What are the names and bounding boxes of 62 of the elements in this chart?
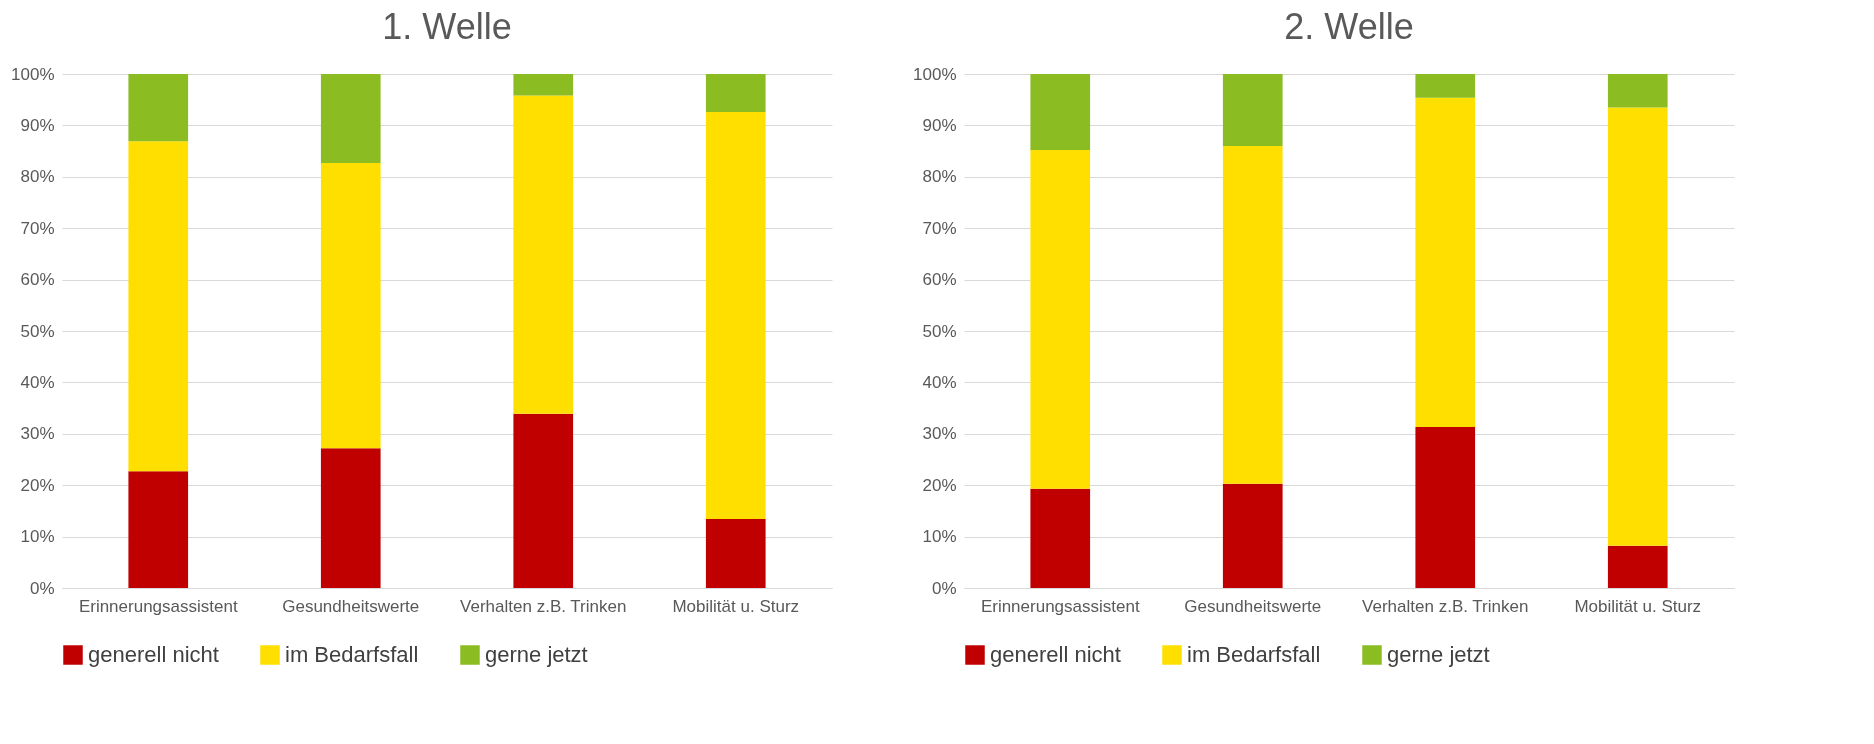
bar [128, 141, 189, 472]
bar [1222, 74, 1283, 146]
bar [1607, 545, 1668, 588]
y-tick-label: 40% [20, 372, 55, 392]
bar [1607, 107, 1668, 546]
bar [1222, 483, 1283, 588]
y-tick-label: 10% [20, 527, 55, 547]
y-tick-label: 50% [20, 321, 55, 341]
y-tick-label: 60% [922, 270, 957, 290]
legend-label: im Bedarfsfall [285, 642, 419, 667]
bar [320, 74, 381, 163]
y-tick-label: 90% [922, 115, 957, 135]
chart-title: 2. Welle [1284, 6, 1414, 47]
bar [705, 112, 766, 520]
bar [1030, 74, 1091, 151]
x-tick-label: Verhalten z.B. Trinken [460, 596, 627, 616]
bar [1222, 145, 1283, 484]
x-tick-label: Mobilität u. Sturz [672, 596, 800, 616]
bar [513, 95, 574, 414]
x-tick-label: Mobilität u. Sturz [1574, 596, 1702, 616]
y-tick-label: 90% [20, 115, 55, 135]
y-tick-label: 80% [922, 167, 957, 187]
y-tick-label: 10% [922, 527, 957, 547]
bar [320, 448, 381, 588]
y-tick-label: 0% [29, 578, 55, 598]
bar [128, 74, 189, 142]
x-tick-label: Verhalten z.B. Trinken [1362, 596, 1529, 616]
y-tick-label: 20% [20, 475, 55, 495]
bar [513, 413, 574, 588]
bar [1030, 150, 1091, 489]
y-tick-label: 30% [20, 424, 55, 444]
bar [128, 471, 189, 588]
y-tick-label: 0% [931, 578, 957, 598]
y-tick-label: 40% [922, 372, 957, 392]
y-tick-label: 50% [922, 321, 957, 341]
bar [513, 74, 574, 96]
legend-label: gerne jetzt [485, 642, 588, 667]
y-tick-label: 80% [20, 167, 55, 187]
legend-label: im Bedarfsfall [1187, 642, 1321, 667]
y-tick-label: 100% [913, 64, 957, 84]
bar [1415, 74, 1476, 98]
y-tick-label: 70% [922, 218, 957, 238]
legend-label: generell nicht [990, 642, 1121, 667]
y-tick-label: 70% [20, 218, 55, 238]
bar [1607, 74, 1668, 108]
bar [320, 162, 381, 449]
x-tick-label: Erinnerungsassistent [78, 596, 238, 616]
bar [1415, 427, 1476, 588]
legend-label: generell nicht [88, 642, 219, 667]
x-tick-label: Gesundheitswerte [1184, 596, 1322, 616]
bar [705, 519, 766, 588]
bar [1030, 488, 1091, 588]
y-tick-label: 60% [20, 270, 55, 290]
x-tick-label: Erinnerungsassistent [980, 596, 1140, 616]
y-tick-label: 30% [922, 424, 957, 444]
bar [705, 74, 766, 113]
y-tick-label: 20% [922, 475, 957, 495]
legend-label: gerne jetzt [1387, 642, 1490, 667]
x-tick-label: Gesundheitswerte [282, 596, 420, 616]
chart-title: 1. Welle [382, 6, 512, 47]
y-tick-label: 100% [11, 64, 55, 84]
bar [1415, 97, 1476, 428]
